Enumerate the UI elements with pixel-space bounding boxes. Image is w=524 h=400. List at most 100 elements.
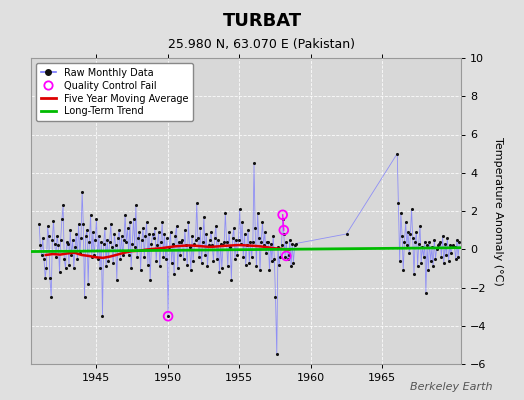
Point <box>270 256 279 262</box>
Point <box>100 240 108 247</box>
Point <box>63 240 72 247</box>
Point <box>422 290 430 296</box>
Point <box>52 254 60 260</box>
Point <box>82 233 90 239</box>
Point <box>177 238 185 245</box>
Point <box>35 221 43 228</box>
Point <box>190 240 199 247</box>
Point <box>62 238 71 245</box>
Point <box>138 236 146 243</box>
Point <box>103 236 112 243</box>
Point <box>282 253 290 259</box>
Point <box>398 233 406 239</box>
Point <box>49 217 58 224</box>
Point <box>134 234 143 241</box>
Point <box>72 231 81 237</box>
Point <box>110 231 118 237</box>
Point <box>117 233 126 239</box>
Point <box>169 240 177 247</box>
Point <box>90 252 99 258</box>
Point <box>265 267 274 274</box>
Point <box>89 229 97 235</box>
Point <box>264 238 272 245</box>
Point <box>178 236 187 243</box>
Point <box>394 200 402 206</box>
Point <box>118 252 127 258</box>
Point <box>441 240 449 247</box>
Point <box>39 234 47 241</box>
Point <box>440 260 448 266</box>
Point <box>102 263 110 270</box>
Point <box>424 267 432 274</box>
Point <box>269 233 277 239</box>
Point <box>249 238 257 245</box>
Point <box>282 238 290 245</box>
Point <box>91 236 100 243</box>
Point <box>407 206 416 212</box>
Point <box>443 234 452 241</box>
Point <box>241 231 249 237</box>
Point <box>125 252 133 258</box>
Point <box>252 263 260 270</box>
Point <box>123 225 132 232</box>
Point <box>183 261 191 268</box>
Point <box>414 240 423 247</box>
Point <box>214 236 222 243</box>
Point <box>242 261 250 268</box>
Point <box>272 351 281 358</box>
Point <box>182 242 190 249</box>
Y-axis label: Temperature Anomaly (°C): Temperature Anomaly (°C) <box>493 137 504 285</box>
Point <box>425 238 434 245</box>
Point <box>429 263 437 270</box>
Point <box>57 236 65 243</box>
Point <box>245 260 254 266</box>
Point <box>66 227 74 233</box>
Point <box>447 250 455 256</box>
Point <box>99 313 107 319</box>
Point <box>201 252 210 258</box>
Text: TURBAT: TURBAT <box>222 12 302 30</box>
Point <box>227 277 236 283</box>
Point <box>226 244 234 250</box>
Point <box>235 206 244 212</box>
Point <box>423 242 431 249</box>
Point <box>267 240 275 247</box>
Point <box>399 267 408 274</box>
Point <box>71 244 79 250</box>
Point <box>202 231 211 237</box>
Point <box>262 250 270 256</box>
Point <box>54 242 62 249</box>
Point <box>73 256 82 262</box>
Point <box>396 258 404 264</box>
Point <box>181 227 189 233</box>
Point <box>147 240 156 247</box>
Point <box>121 212 129 218</box>
Point <box>219 242 227 249</box>
Point <box>255 234 263 241</box>
Point <box>246 238 255 245</box>
Point <box>158 219 167 226</box>
Point <box>285 252 293 258</box>
Point <box>106 221 115 228</box>
Point <box>165 244 173 250</box>
Point <box>159 254 168 260</box>
Point <box>74 221 83 228</box>
Point <box>412 229 421 235</box>
Point <box>263 238 271 245</box>
Point <box>155 229 163 235</box>
Point <box>411 238 419 245</box>
Point <box>47 294 56 300</box>
Point <box>286 236 294 243</box>
Text: Berkeley Earth: Berkeley Earth <box>410 382 493 392</box>
Point <box>427 258 435 264</box>
Point <box>173 265 182 272</box>
Point <box>430 236 439 243</box>
Point <box>445 242 454 249</box>
Point <box>204 242 213 249</box>
Point <box>85 238 93 245</box>
Point <box>428 244 436 250</box>
Point <box>69 236 77 243</box>
Point <box>274 244 282 250</box>
Point <box>196 225 204 232</box>
Point <box>213 256 221 262</box>
